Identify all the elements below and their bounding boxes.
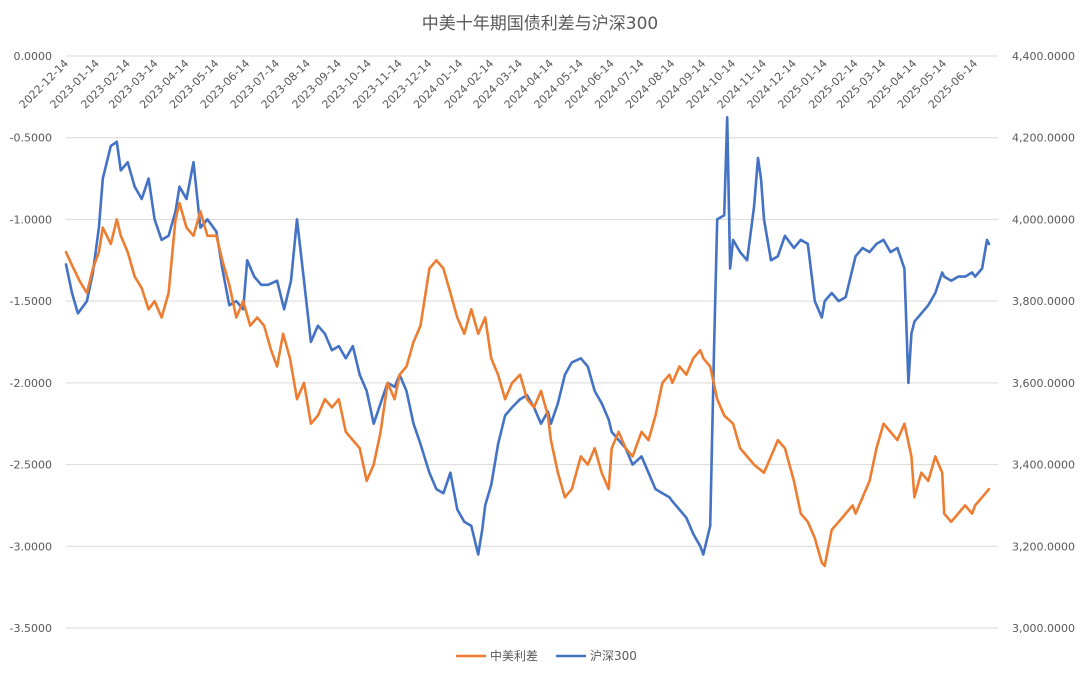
right-axis-tick-label: 3,000.0000 <box>1012 622 1075 635</box>
legend-label-csi300: 沪深300 <box>590 649 637 663</box>
left-axis-tick-label: -3.5000 <box>10 622 52 635</box>
right-axis-tick-label: 4,400.0000 <box>1012 50 1075 63</box>
left-axis-tick-label: 0.0000 <box>14 50 53 63</box>
series-line-csi300 <box>64 116 991 556</box>
right-axis-tick-label: 3,600.0000 <box>1012 377 1075 390</box>
right-axis-tick-label: 3,200.0000 <box>1012 540 1075 553</box>
left-axis-tick-label: -2.5000 <box>10 459 52 472</box>
left-axis-tick-label: -1.0000 <box>10 213 52 226</box>
legend: 中美利差 沪深300 <box>456 648 637 663</box>
right-axis-tick-label: 4,200.0000 <box>1012 132 1075 145</box>
left-axis-tick-label: -2.0000 <box>10 377 52 390</box>
series-lines <box>64 116 991 568</box>
gridlines <box>66 55 998 629</box>
left-axis-tick-label: -3.0000 <box>10 540 52 553</box>
left-axis-tick-label: -0.5000 <box>10 132 52 145</box>
series-line-spread <box>64 201 991 568</box>
right-axis-tick-label: 3,400.0000 <box>1012 459 1075 472</box>
right-axis-tick-label: 4,000.0000 <box>1012 213 1075 226</box>
left-y-axis: 0.0000 -0.5000 -1.0000 -1.5000 -2.0000 -2.500… <box>10 50 52 635</box>
left-axis-tick-label: -1.5000 <box>10 295 52 308</box>
right-y-axis: 4,400.0000 4,200.0000 4,000.0000 3,800.0000… <box>1012 50 1075 635</box>
legend-label-spread: 中美利差 <box>490 648 538 663</box>
right-axis-tick-label: 3,800.0000 <box>1012 295 1075 308</box>
chart-title: 中美十年期国债利差与沪深300 <box>422 14 658 34</box>
